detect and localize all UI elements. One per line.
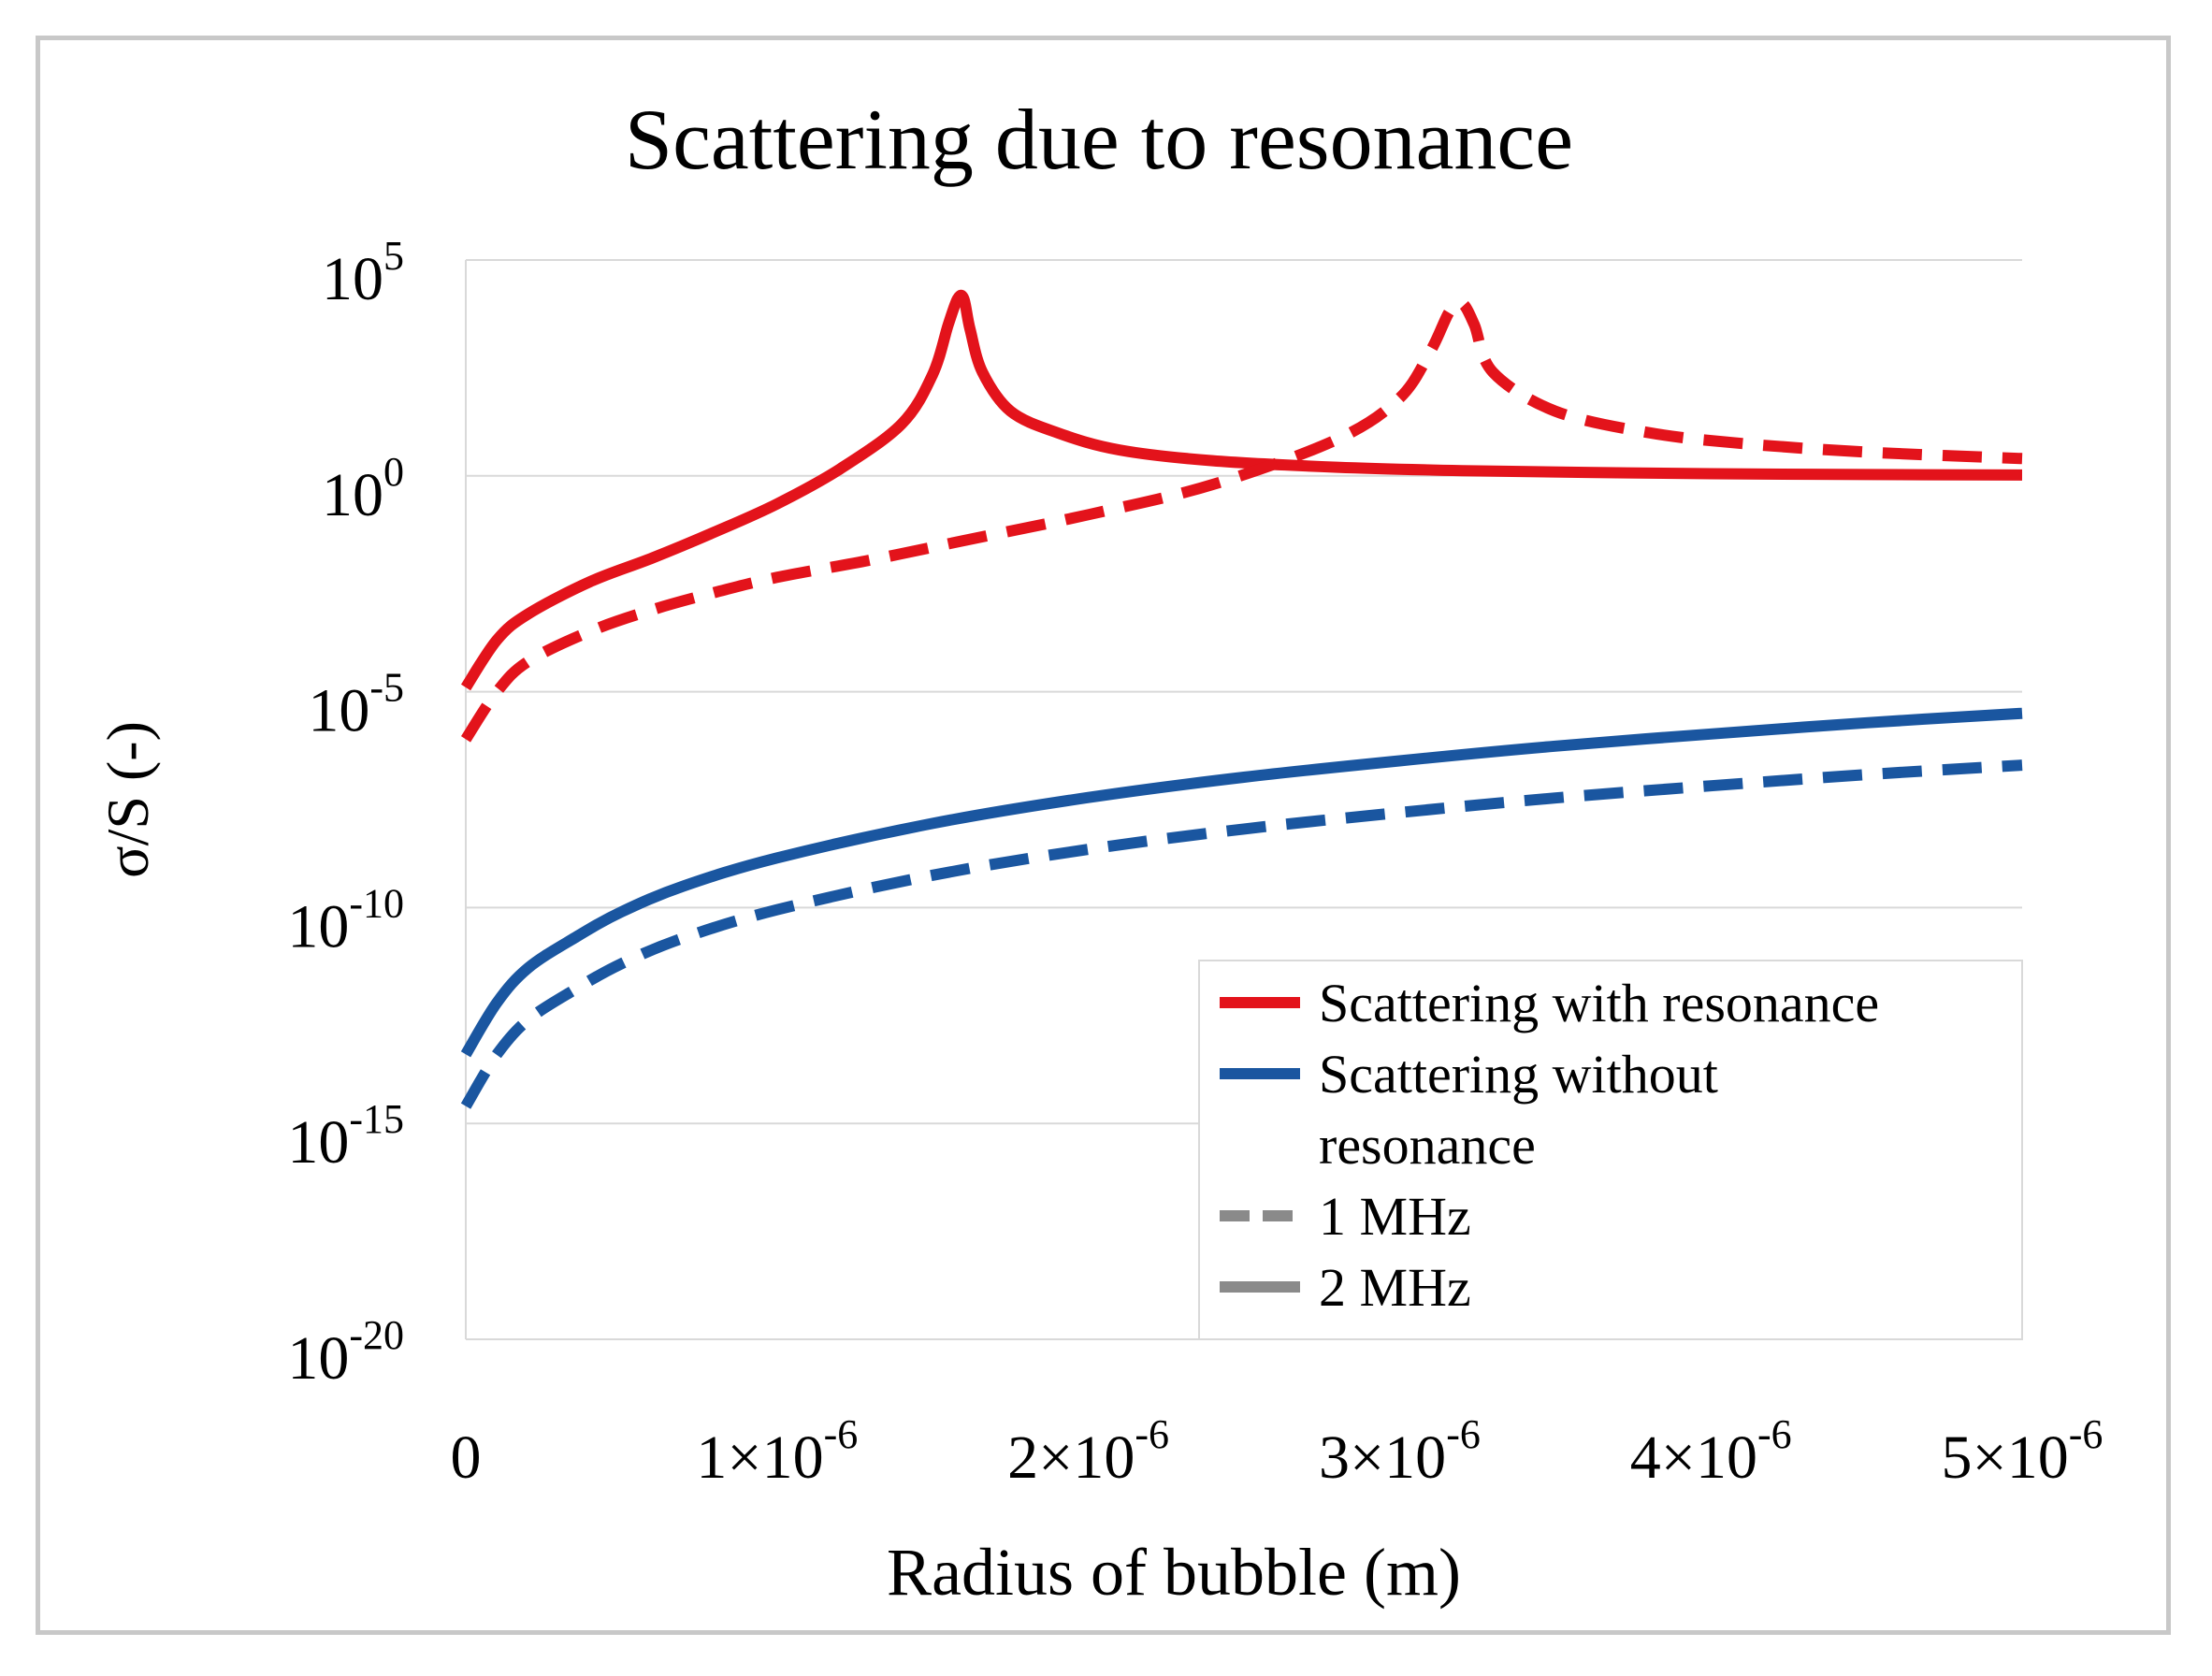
legend-label-3: 2 MHz — [1319, 1257, 1471, 1318]
series-line-3 — [460, 759, 2023, 1109]
y-tick-label-3: 10-10 — [287, 880, 404, 961]
y-tick-label-1: 100 — [322, 449, 404, 529]
x-tick-label-2: 2×10-6 — [1007, 1411, 1169, 1492]
x-tick-label-1: 1×10-6 — [696, 1411, 858, 1492]
x-tick-label-0: 0 — [451, 1423, 482, 1492]
y-axis-label: σ/S (-) — [94, 721, 161, 878]
legend-box — [1198, 960, 2023, 1340]
x-tick-label-3: 3×10-6 — [1319, 1411, 1481, 1492]
legend-label-2: 1 MHz — [1319, 1186, 1471, 1247]
y-tick-label-5: 10-20 — [287, 1312, 404, 1393]
x-tick-label-5: 5×10-6 — [1942, 1411, 2104, 1492]
legend: Scattering with resonance Scattering with… — [1198, 960, 2023, 1340]
legend-label-0: Scattering with resonance — [1319, 973, 1879, 1033]
series-line-2 — [460, 707, 2023, 1058]
y-tick-label-4: 10-15 — [287, 1096, 404, 1177]
y-tick-label-0: 105 — [322, 233, 404, 313]
legend-label-1-line2: resonance — [1319, 1115, 1536, 1176]
x-tick-label-4: 4×10-6 — [1630, 1411, 1792, 1492]
series-line-0 — [460, 289, 2023, 691]
chart-title: Scattering due to resonance — [625, 92, 1573, 187]
y-tick-label-2: 10-5 — [308, 665, 404, 745]
chart-frame — [36, 36, 2171, 1635]
series-line-1 — [460, 296, 2023, 743]
legend-label-1: Scattering without — [1319, 1044, 1718, 1105]
x-axis-label: Radius of bubble (m) — [887, 1535, 1461, 1610]
